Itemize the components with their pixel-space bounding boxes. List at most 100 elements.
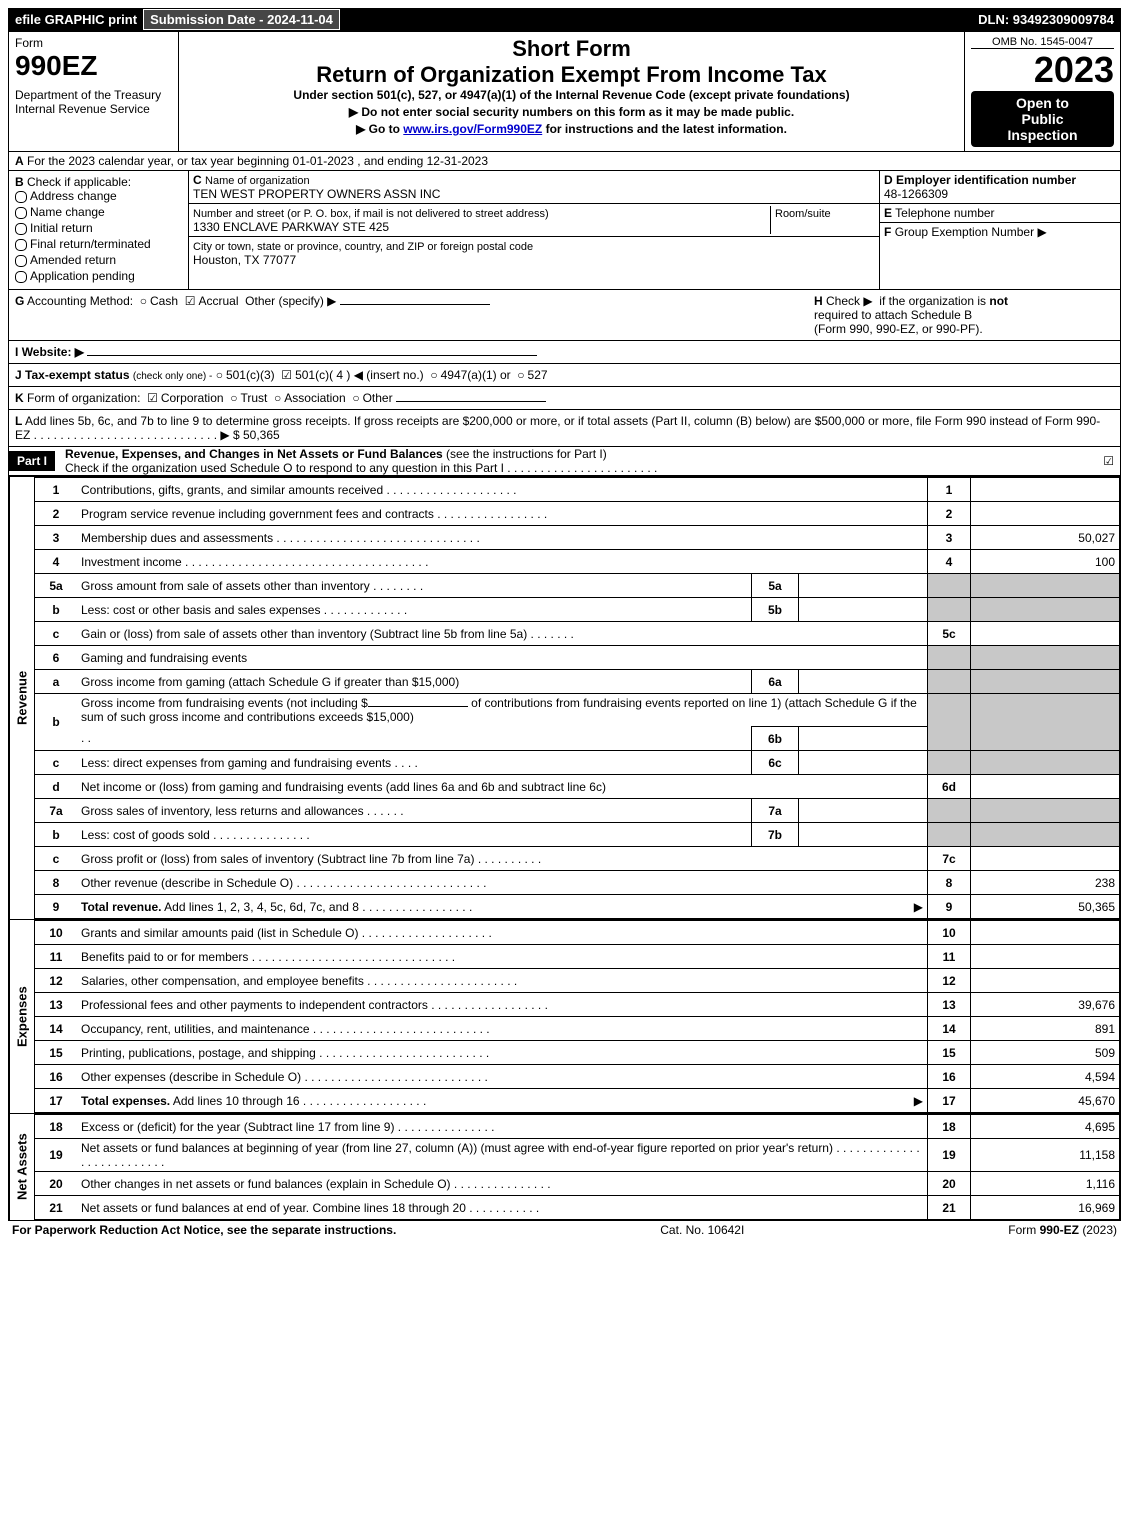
section-j: J Tax-exempt status (check only one) - 5… [9,364,1120,387]
section-g: G Accounting Method: Cash Accrual Other … [15,294,490,308]
line-1: 1Contributions, gifts, grants, and simil… [35,478,1120,502]
under-section: Under section 501(c), 527, or 4947(a)(1)… [185,88,958,102]
label-l: L [15,414,22,428]
line-2: 2Program service revenue including gover… [35,502,1120,526]
label-g: G [15,294,24,308]
h-text3: required to attach Schedule B [814,308,972,322]
top-bar: efile GRAPHIC print Submission Date - 20… [8,8,1121,31]
line-14: 14Occupancy, rent, utilities, and mainte… [35,1017,1120,1041]
label-c: C [193,173,202,187]
line-17: 17Total expenses. Add lines 10 through 1… [35,1089,1120,1113]
form-id-col: Form 990EZ Department of the Treasury In… [9,32,179,151]
section-d: D Employer identification number 48-1266… [880,171,1120,204]
section-i: I Website: ▶ [9,341,1120,364]
org-street: 1330 ENCLAVE PARKWAY STE 425 [193,220,389,234]
k-other[interactable]: Other [352,391,392,405]
cb-final[interactable]: Final return/terminated [15,237,182,251]
k-assoc[interactable]: Association [274,391,346,405]
h-text2: if the organization is [879,294,986,308]
form-ref: Form 990-EZ (2023) [1008,1223,1117,1237]
inspection-3: Inspection [975,127,1110,143]
room-label: Room/suite [775,208,831,220]
c-city: City or town, state or province, country… [189,237,879,269]
submission-date: Submission Date - 2024-11-04 [143,9,340,30]
j-501c[interactable]: 501(c)( 4 ) ◀ (insert no.) [281,368,423,382]
f-heading: Group Exemption Number [895,225,1034,239]
label-h: H [814,294,823,308]
irs-link[interactable]: www.irs.gov/Form990EZ [403,122,542,136]
inspection-2: Public [975,111,1110,127]
dept: Department of the Treasury [15,88,172,102]
section-def: D Employer identification number 48-1266… [880,171,1120,289]
instruction-goto: ▶ Go to www.irs.gov/Form990EZ for instru… [185,122,958,136]
irs: Internal Revenue Service [15,102,172,116]
form-number: 990EZ [15,50,172,82]
line-5b: bLess: cost or other basis and sales exp… [35,598,1120,622]
section-k: K Form of organization: Corporation Trus… [9,387,1120,410]
inspection-box: Open to Public Inspection [971,91,1114,147]
line-6c: cLess: direct expenses from gaming and f… [35,751,1120,775]
return-title: Return of Organization Exempt From Incom… [185,62,958,88]
line-21: 21Net assets or fund balances at end of … [35,1196,1120,1220]
cb-amended[interactable]: Amended return [15,253,182,267]
g-text: Accounting Method: [27,294,133,308]
line-20: 20Other changes in net assets or fund ba… [35,1172,1120,1196]
inspection-1: Open to [975,95,1110,111]
label-a: A [15,154,24,168]
efile-label[interactable]: efile GRAPHIC print [9,10,143,29]
e-heading: Telephone number [895,206,994,220]
cb-initial[interactable]: Initial return [15,221,182,235]
label-e: E [884,206,892,220]
c-name: C Name of organization TEN WEST PROPERTY… [189,171,879,204]
cb-address[interactable]: Address change [15,189,182,203]
k-trust[interactable]: Trust [230,391,267,405]
j-text: Tax-exempt status [25,368,129,382]
c-name-label: Name of organization [205,175,310,187]
line-8: 8Other revenue (describe in Schedule O) … [35,871,1120,895]
part1-label: Part I [9,451,55,471]
paperwork-notice: For Paperwork Reduction Act Notice, see … [12,1223,396,1237]
section-f: F Group Exemption Number ▶ [880,223,1120,241]
line-5a: 5aGross amount from sale of assets other… [35,574,1120,598]
part1-header-row: Part I Revenue, Expenses, and Changes in… [9,447,1120,476]
c-city-label: City or town, state or province, country… [193,241,533,253]
expenses-table: 10Grants and similar amounts paid (list … [34,920,1120,1113]
label-i: I [15,345,18,359]
part1-check[interactable]: ☑ [1103,454,1120,468]
section-h: H Check ▶ if the organization is not req… [814,294,1114,336]
revenue-table: 1Contributions, gifts, grants, and simil… [34,477,1120,919]
net-assets-label: Net Assets [9,1114,34,1220]
spacer [340,18,972,22]
instruction-ssn: ▶ Do not enter social security numbers o… [185,105,958,119]
revenue-section: Revenue 1Contributions, gifts, grants, a… [8,477,1121,920]
j-4947[interactable]: 4947(a)(1) or [430,368,510,382]
j-501c3[interactable]: 501(c)(3) [216,368,275,382]
cb-name[interactable]: Name change [15,205,182,219]
b-heading: Check if applicable: [27,175,131,189]
section-l: L Add lines 5b, 6c, and 7b to line 9 to … [9,410,1120,447]
line-11: 11Benefits paid to or for members . . . … [35,945,1120,969]
line-7a: 7aGross sales of inventory, less returns… [35,799,1120,823]
cb-pending[interactable]: Application pending [15,269,182,283]
line-6a: aGross income from gaming (attach Schedu… [35,670,1120,694]
j-527[interactable]: 527 [517,368,547,382]
label-k: K [15,391,24,405]
j-sub: (check only one) - [133,371,212,382]
k-corp[interactable]: Corporation [147,391,223,405]
label-j: J [15,368,22,382]
g-accrual[interactable]: Accrual [185,294,239,308]
part1-instruction: (see the instructions for Part I) [446,447,607,461]
line-7c: cGross profit or (loss) from sales of in… [35,847,1120,871]
l-arrow: ▶ [220,428,229,442]
g-cash[interactable]: Cash [140,294,178,308]
part1-check-note: Check if the organization used Schedule … [65,461,504,475]
h-text1: Check ▶ [826,294,873,308]
short-form: Short Form [185,36,958,62]
line-6d: dNet income or (loss) from gaming and fu… [35,775,1120,799]
label-f: F [884,225,891,239]
section-b: B Check if applicable: Address change Na… [9,171,189,289]
dln: DLN: 93492309009784 [972,10,1120,29]
d-heading: Employer identification number [896,173,1076,187]
line-13: 13Professional fees and other payments t… [35,993,1120,1017]
section-rows: A For the 2023 calendar year, or tax yea… [8,152,1121,477]
